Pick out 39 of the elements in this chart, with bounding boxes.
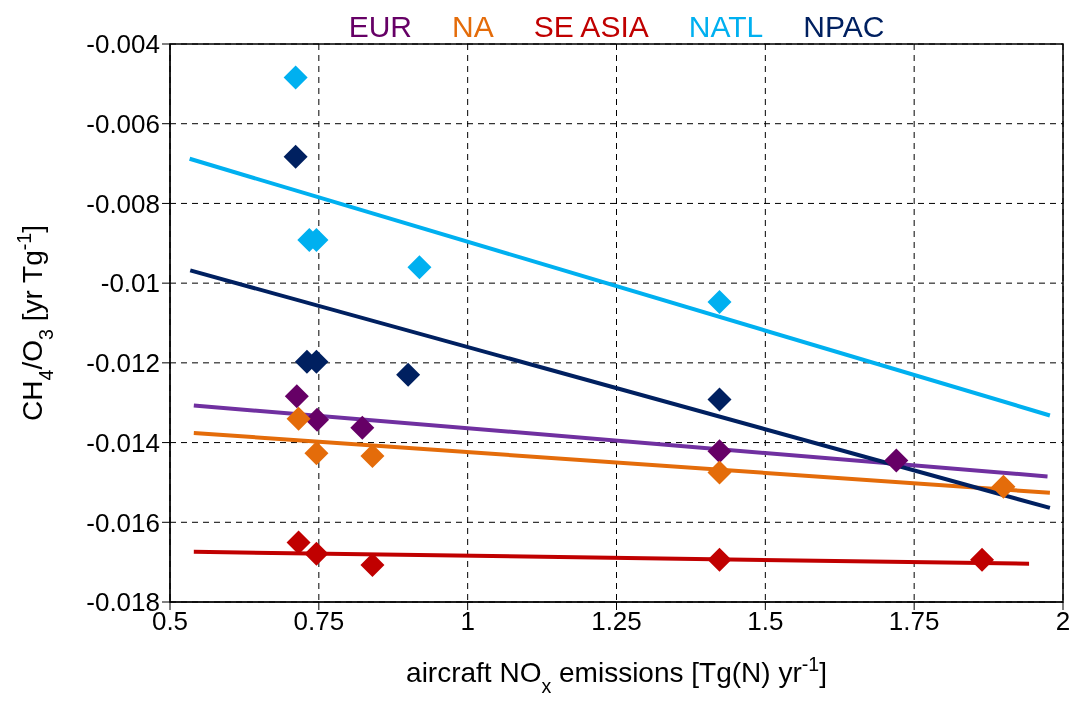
point <box>284 384 309 409</box>
point <box>396 362 421 387</box>
point <box>283 144 308 169</box>
x-tick-label: 1 <box>460 606 475 637</box>
point <box>970 547 995 572</box>
point <box>884 448 909 473</box>
y-tick-label: -0.004 <box>86 29 160 60</box>
x-tick-label: 1.25 <box>591 606 642 637</box>
point <box>286 406 311 431</box>
y-tick-label: -0.008 <box>86 188 160 219</box>
x-tick-label: 2 <box>1055 606 1071 637</box>
text: NA <box>451 10 494 44</box>
x-tick-label: 1.5 <box>747 606 784 637</box>
point <box>286 530 311 555</box>
y-tick-label: -0.016 <box>86 507 160 538</box>
point <box>407 255 432 280</box>
text: NPAC <box>803 10 885 44</box>
point <box>305 407 330 432</box>
point <box>707 547 732 572</box>
y-tick-label: -0.014 <box>86 427 160 458</box>
point <box>707 289 732 314</box>
point <box>707 439 732 464</box>
x-axis-title: aircraft NO$_{x}$ emissions [Tg(N) yr$^{-1}$] <box>406 653 827 697</box>
point <box>707 387 732 412</box>
x-tick-label: 0.75 <box>293 606 345 637</box>
y-tick-label: -0.006 <box>86 108 160 139</box>
x-tick-label: 1.75 <box>888 606 940 637</box>
point <box>304 441 329 466</box>
point <box>707 460 732 485</box>
point <box>350 415 375 440</box>
point <box>991 474 1016 499</box>
text: NATL <box>688 10 764 44</box>
point <box>283 65 308 90</box>
y-tick-label: -0.01 <box>100 268 160 299</box>
point <box>360 444 385 469</box>
point <box>304 541 329 566</box>
text: EUR <box>348 10 412 44</box>
text: SE ASIA <box>533 10 649 44</box>
y-tick-label: -0.012 <box>86 348 160 379</box>
